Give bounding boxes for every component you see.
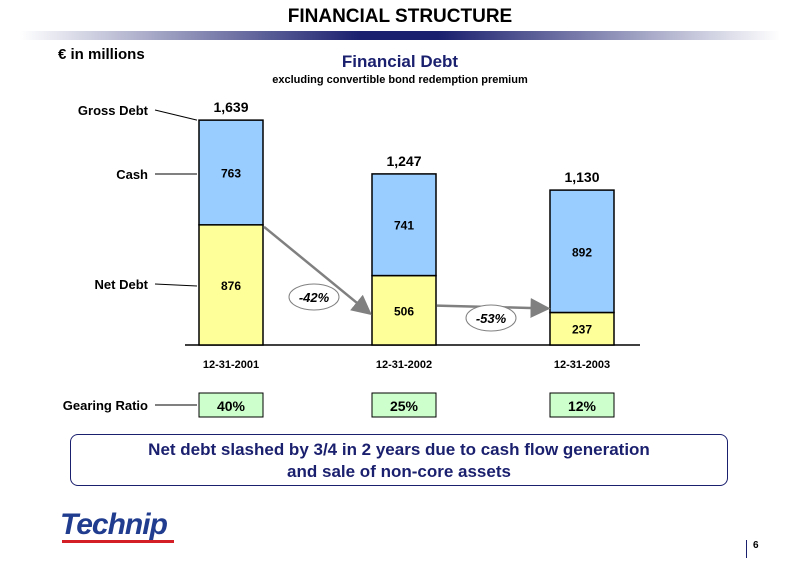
chart-subtitle: excluding convertible bond redemption pr… [272,74,528,86]
gearing-value-1: 40% [217,398,246,414]
net-debt-label-leader [154,283,198,287]
net-debt-value-3: 237 [572,323,592,337]
cash-bar-2 [371,173,437,277]
change-arrow-1 [263,225,372,316]
change-value-2: -53% [476,311,507,326]
net-debt-label: Net Debt [95,277,149,292]
gross-debt-total-1: 1,639 [213,99,248,115]
cash-value-1: 763 [221,166,241,180]
date-label-3: 12-31-2003 [554,359,610,371]
logo-underline [62,540,174,543]
cash-bar-3 [549,189,615,314]
conclusion-line-1: Net debt slashed by 3/4 in 2 years due t… [148,440,650,459]
net-debt-value-1: 876 [221,279,241,293]
date-label-2: 12-31-2002 [376,359,432,371]
conclusion-line-2: and sale of non-core assets [287,462,511,481]
cash-value-3: 892 [572,245,592,259]
gearing-box-3 [549,392,615,418]
logo-text: Technip [60,508,168,541]
gearing-box-2 [371,392,437,418]
chart-title: Financial Debt [341,52,459,71]
net-debt-bar-1 [198,224,264,346]
gross-debt-total-3: 1,130 [564,169,599,185]
cash-bar-1 [198,119,264,226]
net-debt-value-2: 506 [394,304,414,318]
change-value-1: -42% [299,290,330,305]
gross-debt-label: Gross Debt [78,103,149,118]
slide-title: FINANCIAL STRUCTURE [287,6,513,27]
cash-value-2: 741 [394,219,414,233]
title-rule [20,31,780,40]
cash-label: Cash [116,167,148,182]
gearing-box-1 [198,392,264,418]
gearing-value-2: 25% [390,398,419,414]
gearing-value-3: 12% [568,398,597,414]
gearing-ratio-label: Gearing Ratio [63,398,148,413]
page-number: 6 [746,540,759,558]
change-oval-1 [288,283,340,311]
date-label-1: 12-31-2001 [203,359,259,371]
technip-logo: Technip [60,508,174,543]
debt-chart: 876 763 1,639 12-31-2001 40% 506 741 1,247 12-31… [63,99,640,418]
chart-layer: 876 763 1,639 12-31-2001 40% 506 741 1,247 12-31… [63,99,640,418]
gross-debt-label-leader [154,109,198,121]
conclusion-box: Net debt slashed by 3/4 in 2 years due t… [70,434,728,486]
gross-debt-total-2: 1,247 [386,153,421,169]
units-label: € in millions [58,46,145,63]
change-oval-2 [465,304,517,332]
